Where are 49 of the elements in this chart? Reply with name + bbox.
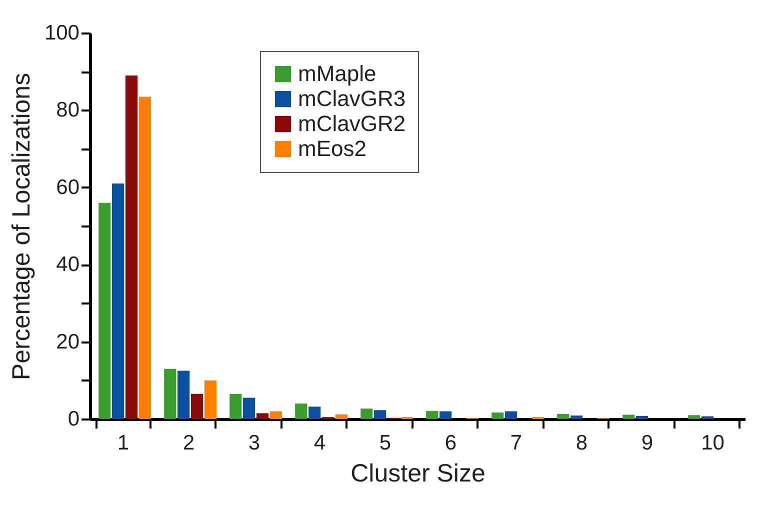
bar [557, 414, 570, 419]
bar [426, 410, 438, 419]
x-tick-label: 8 [576, 432, 588, 454]
bar [125, 75, 138, 419]
bar [204, 380, 216, 419]
x-tick-label: 3 [248, 432, 260, 454]
legend-label: mClavGR3 [298, 86, 406, 111]
x-tick-label: 10 [701, 432, 724, 454]
bar [622, 414, 635, 419]
bar [702, 416, 714, 419]
bar [570, 416, 583, 419]
x-tick-label: 6 [444, 432, 457, 454]
bar [440, 411, 452, 419]
bar [270, 411, 282, 419]
y-tick-label: 0 [68, 408, 80, 430]
bar [636, 416, 648, 419]
x-tick-label: 9 [641, 432, 654, 454]
x-tick-label: 5 [379, 432, 392, 454]
bar [243, 398, 256, 419]
x-tick-label: 4 [314, 432, 326, 454]
bar [112, 184, 124, 419]
legend-label: mMaple [298, 61, 376, 86]
y-tick-label: 60 [56, 176, 80, 199]
y-axis-title: Percentage of Localizations [7, 72, 36, 380]
bar [374, 410, 386, 419]
bar [492, 412, 504, 419]
x-axis-title: Cluster Size [350, 460, 486, 488]
y-tick-label: 80 [56, 98, 80, 122]
y-tick-label: 40 [56, 253, 80, 276]
bar [138, 96, 151, 419]
bar [190, 394, 204, 419]
legend-label: mEos2 [298, 136, 366, 161]
bar [164, 368, 176, 419]
y-tick-label: 20 [56, 330, 80, 354]
x-tick-label: 2 [182, 432, 195, 454]
x-tick-label: 7 [510, 432, 522, 454]
y-tick-label: 100 [44, 22, 80, 44]
bar [335, 414, 348, 419]
bar [178, 370, 190, 419]
bar [98, 202, 111, 419]
bar [230, 394, 242, 419]
legend-label: mClavGR2 [298, 111, 406, 136]
bar [688, 415, 700, 419]
bar [308, 406, 321, 419]
bar [295, 404, 308, 419]
bar [360, 408, 373, 419]
bar [505, 411, 518, 419]
bar [256, 413, 269, 419]
x-tick-label: 1 [117, 432, 130, 454]
